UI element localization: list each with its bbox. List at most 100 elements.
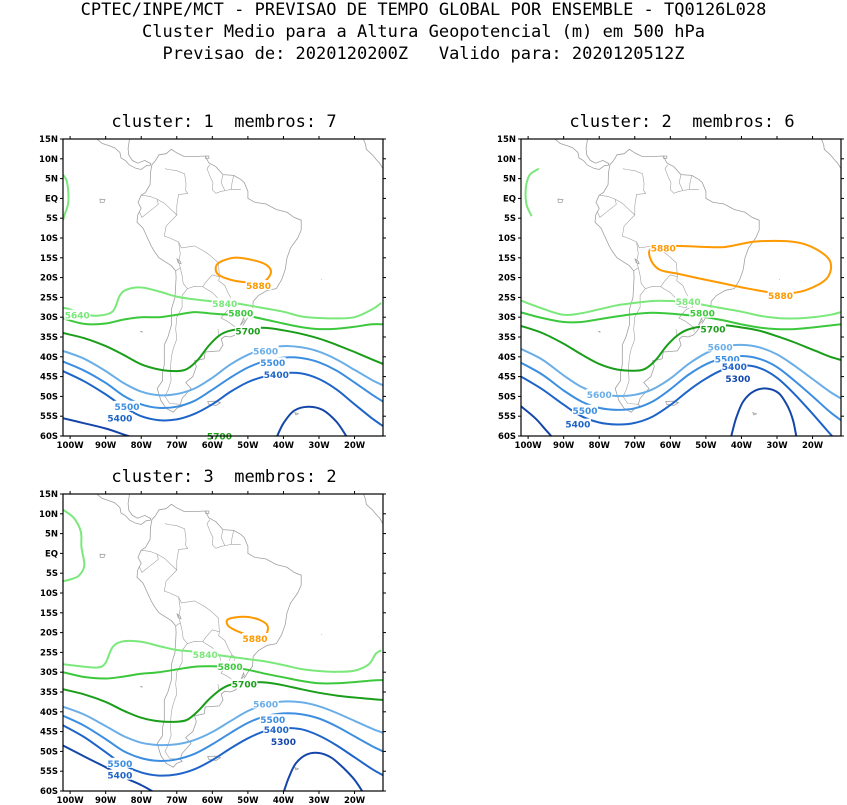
lake — [634, 257, 640, 265]
africa-coastline — [363, 494, 383, 525]
country-border — [675, 329, 677, 336]
lon-label: 80W — [589, 441, 611, 450]
contour-label: 5500 — [114, 403, 139, 413]
island — [139, 686, 143, 688]
contour-label: 5500 — [572, 407, 597, 417]
lat-label: 60S — [40, 432, 58, 442]
lat-label: EQ — [45, 549, 58, 559]
country-border — [175, 596, 181, 627]
lat-label: 40S — [40, 353, 58, 363]
country-border — [164, 523, 189, 549]
country-border — [621, 193, 695, 332]
contour-label-background — [106, 412, 133, 423]
contour-label: 5840 — [212, 300, 237, 310]
lat-label: 10N — [39, 510, 58, 520]
lat-label: 20S — [40, 629, 58, 639]
contour-label-background — [114, 400, 140, 411]
lon-label: 100W — [57, 441, 85, 450]
contour-5300 — [283, 751, 364, 791]
contour-label-background — [724, 373, 751, 384]
contour-label: 5400 — [264, 726, 289, 736]
lat-label: 50S — [498, 392, 516, 402]
island — [557, 198, 564, 203]
contour-5800 — [63, 311, 383, 331]
country-border — [622, 288, 646, 405]
contour-label-background — [252, 698, 279, 709]
lon-label: 50W — [695, 441, 717, 450]
contour-label: 5800 — [690, 310, 715, 320]
contour-5500 — [63, 712, 383, 762]
country-border — [157, 553, 178, 571]
contour-label-background — [259, 714, 286, 725]
country-border — [206, 519, 241, 549]
country-border — [220, 174, 226, 191]
lon-label: 40W — [273, 441, 295, 450]
central-america-coastline — [554, 139, 610, 170]
panel-title: cluster: 2 membros: 6 — [569, 112, 795, 132]
country-border — [180, 622, 220, 645]
lat-label: 60S — [40, 787, 58, 797]
central-america-coastline — [96, 139, 152, 170]
map-frame — [520, 138, 842, 437]
contour-label-background — [675, 295, 702, 306]
contour-label: 5600 — [708, 343, 733, 353]
country-border — [206, 164, 241, 194]
contour-5300 — [730, 387, 798, 436]
contour-5700 — [63, 681, 383, 723]
island — [294, 411, 300, 416]
country-border — [139, 549, 159, 573]
panel-title: cluster: 3 membros: 2 — [111, 467, 337, 487]
lat-label: EQ — [45, 194, 58, 204]
lon-label: 90W — [95, 441, 117, 450]
country-border — [622, 168, 647, 194]
lon-label: 90W — [95, 796, 117, 805]
south-america-coastline — [594, 148, 760, 413]
contour-5300 — [521, 405, 553, 436]
lat-label: 15S — [40, 254, 58, 264]
lat-label: 5S — [46, 569, 58, 579]
lat-label: 35S — [498, 333, 516, 343]
lat-label: 45S — [40, 373, 58, 383]
lat-label: 15N — [39, 490, 58, 500]
lake — [176, 612, 182, 620]
lat-label: 5S — [46, 214, 58, 224]
country-border — [139, 194, 159, 218]
lat-label: 35S — [40, 688, 58, 698]
contour-5500 — [521, 354, 841, 421]
contour-label-background — [263, 369, 290, 380]
lon-label: 30W — [766, 441, 788, 450]
contour-label-background — [106, 769, 133, 780]
island — [139, 331, 143, 333]
contour-5800 — [521, 311, 841, 331]
contour-lines — [63, 508, 383, 791]
lon-label: 20W — [344, 796, 366, 805]
cluster-panel-1: cluster: 1 membros: 7 5640 5840 5800 5700 56… — [0, 110, 400, 450]
contour-label-background — [721, 361, 748, 372]
country-border — [231, 175, 234, 190]
lat-label: EQ — [503, 194, 516, 204]
falkland-islands — [665, 400, 680, 406]
south-america-coastline — [136, 503, 302, 768]
contour-5500 — [63, 356, 383, 410]
contour-label-background — [564, 418, 591, 429]
contour-label: 5500 — [260, 716, 285, 726]
lon-label: 40W — [731, 441, 753, 450]
contour-label-background — [650, 242, 677, 253]
contour-label-background — [234, 325, 261, 336]
lat-label: 40S — [40, 708, 58, 718]
contour-label-background — [231, 678, 258, 689]
contour-label: 5600 — [587, 391, 612, 401]
contour-label-background — [259, 357, 286, 368]
island — [597, 331, 601, 333]
lat-label: 25S — [40, 293, 58, 303]
contour-5840 — [63, 286, 382, 320]
contour-label-background — [252, 345, 279, 356]
lat-label: 5N — [45, 175, 58, 185]
contour-label: 5700 — [207, 433, 232, 443]
contour-5600 — [521, 343, 841, 400]
contour-label: 5400 — [107, 415, 132, 425]
country-border — [615, 198, 636, 216]
contour-label-background — [211, 297, 238, 308]
country-border — [638, 267, 678, 290]
south-america-coastline — [136, 148, 302, 413]
